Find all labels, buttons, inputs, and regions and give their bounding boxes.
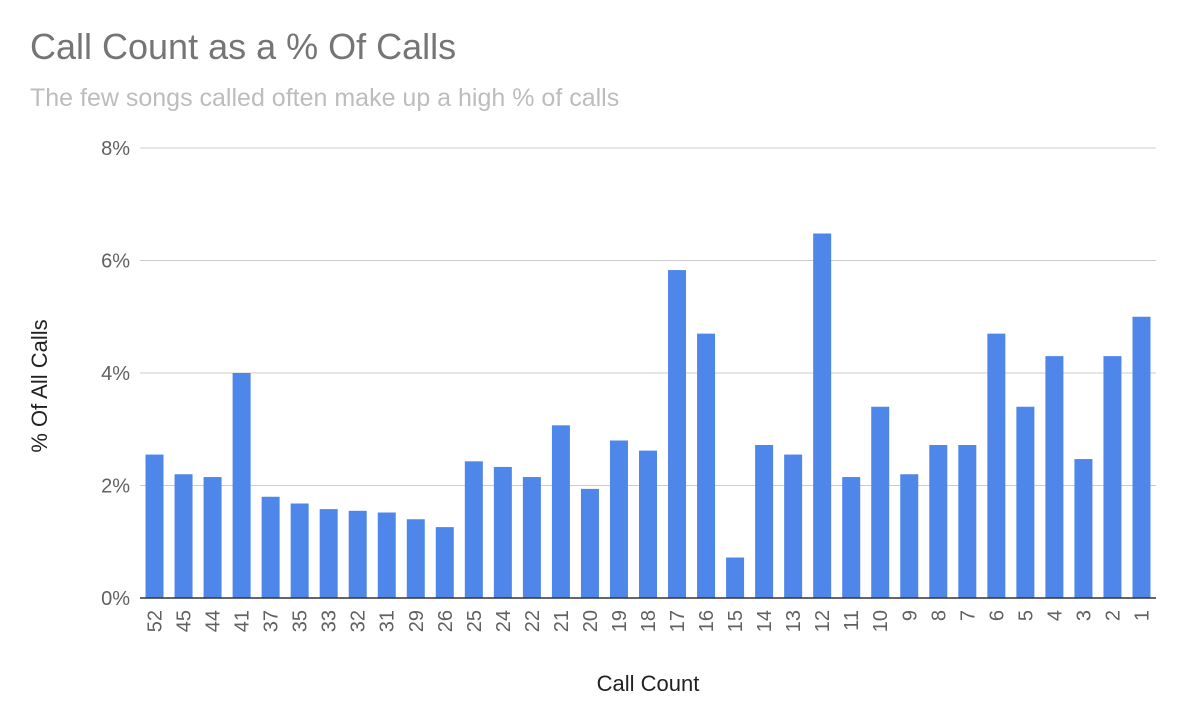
bar-18 xyxy=(639,450,657,598)
y-tick-label: 6% xyxy=(101,251,130,273)
bar-22 xyxy=(522,477,541,598)
x-tick-label: 19 xyxy=(609,610,631,632)
x-tick-label: 5 xyxy=(1015,610,1037,621)
x-tick-label: 8 xyxy=(928,610,950,621)
x-tick-label: 52 xyxy=(145,610,167,632)
bar-17 xyxy=(668,270,687,598)
bar-16 xyxy=(697,333,716,598)
x-tick-label: 4 xyxy=(1044,610,1066,621)
x-tick-label: 13 xyxy=(783,610,805,632)
x-tick-label: 2 xyxy=(1102,610,1124,621)
bar-45 xyxy=(174,474,193,598)
x-tick-label: 37 xyxy=(261,610,283,632)
y-tick-label: 8% xyxy=(101,138,130,160)
x-tick-label: 26 xyxy=(435,610,457,632)
bar-25 xyxy=(464,461,483,598)
bar-14 xyxy=(755,445,774,598)
x-tick-label: 3 xyxy=(1073,610,1095,621)
y-tick-label: 2% xyxy=(101,476,130,498)
bar-1 xyxy=(1132,316,1151,598)
bar-10 xyxy=(871,406,890,598)
x-tick-label: 17 xyxy=(667,610,689,632)
bar-2 xyxy=(1103,356,1122,598)
x-tick-label: 9 xyxy=(899,610,921,621)
bar-6 xyxy=(987,333,1006,598)
bar-15 xyxy=(726,557,745,598)
bar-33 xyxy=(319,509,338,598)
bar-52 xyxy=(145,454,164,598)
x-tick-label: 6 xyxy=(986,610,1008,621)
bar-29 xyxy=(406,519,425,598)
x-tick-label: 31 xyxy=(377,610,399,632)
bar-20 xyxy=(580,488,599,598)
x-tick-label: 29 xyxy=(406,610,428,632)
x-tick-label: 12 xyxy=(812,610,834,632)
x-tick-label: 35 xyxy=(290,610,312,632)
y-tick-label: 4% xyxy=(101,363,130,385)
x-tick-label: 18 xyxy=(638,610,660,632)
x-tick-label: 10 xyxy=(870,610,892,632)
x-tick-label: 11 xyxy=(841,610,863,631)
chart-title: Call Count as a % Of Calls xyxy=(30,26,457,67)
bar-32 xyxy=(348,510,367,598)
y-tick-label: 0% xyxy=(101,588,130,610)
bar-31 xyxy=(377,512,396,598)
bar-7 xyxy=(958,445,977,598)
bar-21 xyxy=(551,425,570,598)
x-tick-label: 16 xyxy=(696,610,718,632)
bar-5 xyxy=(1016,406,1035,598)
x-tick-label: 1 xyxy=(1131,610,1153,621)
chart-subtitle: The few songs called often make up a hig… xyxy=(30,84,620,112)
x-tick-label: 44 xyxy=(203,610,225,632)
x-tick-label: 33 xyxy=(319,610,341,632)
x-tick-label: 24 xyxy=(493,610,515,632)
bar-11 xyxy=(842,477,861,598)
x-tick-label: 20 xyxy=(580,610,602,632)
x-tick-label: 41 xyxy=(232,610,254,632)
bar-37 xyxy=(261,496,280,598)
bar-41 xyxy=(232,373,251,598)
x-tick-label: 14 xyxy=(754,610,776,632)
x-tick-label: 32 xyxy=(348,610,370,632)
bar-12 xyxy=(813,233,832,598)
bar-3 xyxy=(1074,459,1093,598)
x-tick-label: 45 xyxy=(174,610,196,632)
bar-8 xyxy=(929,445,948,598)
bar-44 xyxy=(203,477,222,598)
x-tick-label: 22 xyxy=(522,610,544,632)
x-tick-label: 15 xyxy=(725,610,747,632)
x-axis-title: Call Count xyxy=(597,671,700,696)
y-axis-title: % Of All Calls xyxy=(27,319,52,452)
bar-4 xyxy=(1045,356,1064,598)
bars xyxy=(145,233,1151,598)
x-tick-labels: 52 45 44 41 37 35 33 32 31 29 26 25 24 22 21 20 19 18 17 16… xyxy=(145,610,1154,632)
bar-24 xyxy=(493,466,512,598)
bar-35 xyxy=(290,503,309,598)
x-tick-label: 25 xyxy=(464,610,486,632)
x-tick-label: 21 xyxy=(551,610,573,632)
bar-26 xyxy=(435,527,454,598)
bar-13 xyxy=(784,454,803,598)
x-tick-label: 7 xyxy=(957,610,979,621)
bar-19 xyxy=(609,440,628,598)
y-tick-labels: 0% 2% 4% 6% 8% xyxy=(101,138,130,610)
bar-9 xyxy=(900,474,919,598)
